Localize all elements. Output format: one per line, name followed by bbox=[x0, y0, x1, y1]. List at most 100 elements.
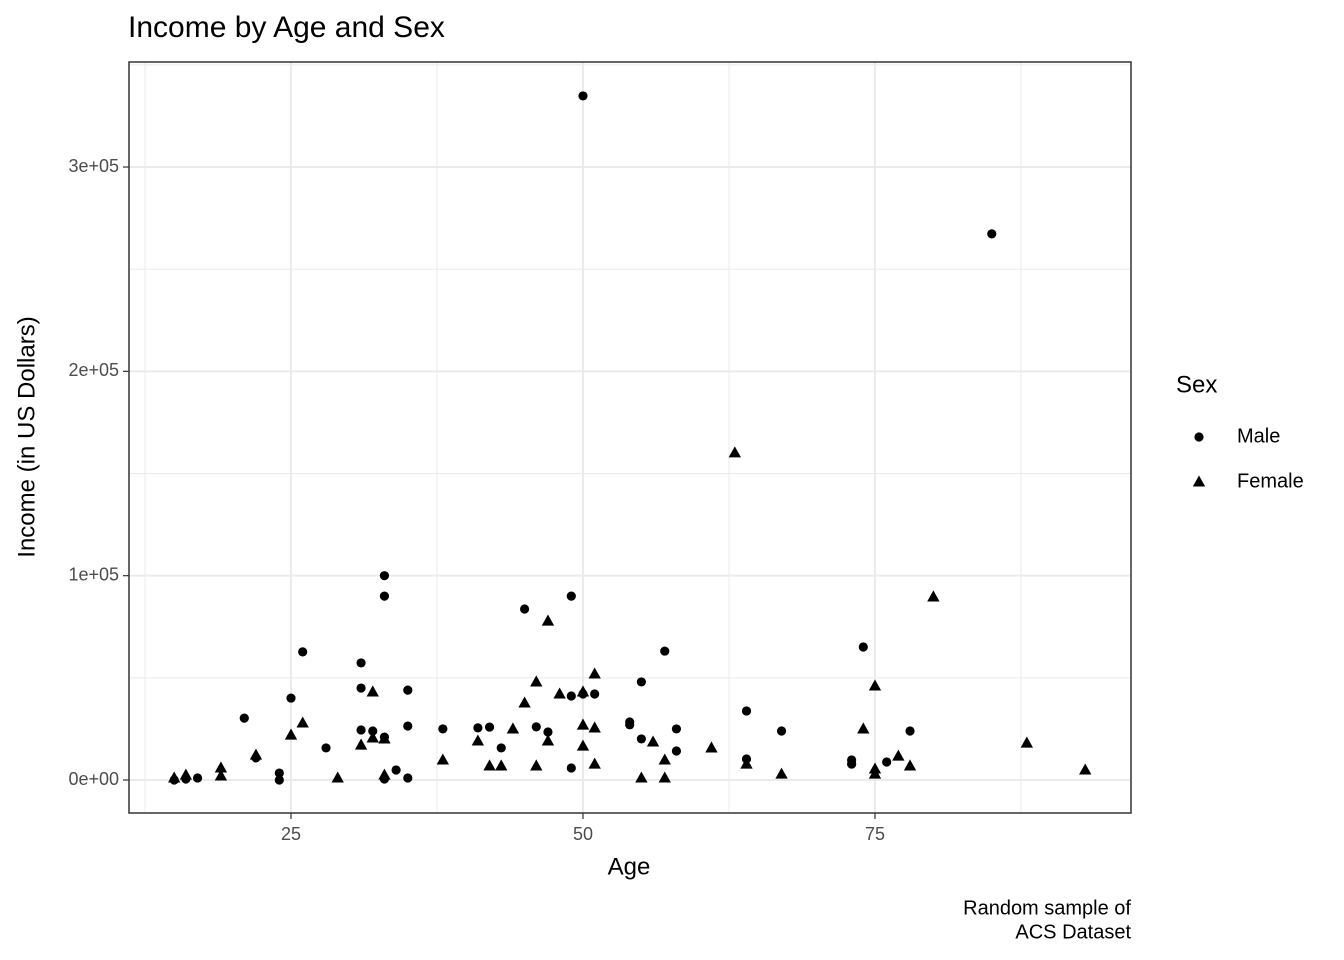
point bbox=[553, 687, 566, 699]
point bbox=[239, 713, 249, 723]
point bbox=[660, 646, 670, 656]
chart-title: Income by Age and Sex bbox=[128, 11, 445, 44]
point bbox=[892, 749, 905, 761]
point bbox=[403, 685, 413, 695]
point bbox=[776, 726, 787, 736]
point bbox=[356, 683, 366, 693]
point bbox=[541, 614, 555, 626]
point bbox=[274, 768, 284, 778]
point bbox=[296, 716, 309, 728]
point bbox=[530, 759, 543, 771]
point bbox=[354, 738, 368, 750]
point bbox=[588, 721, 601, 733]
point bbox=[274, 775, 284, 785]
point bbox=[543, 727, 553, 737]
point bbox=[438, 724, 448, 734]
point bbox=[366, 685, 379, 697]
point bbox=[519, 604, 530, 614]
point bbox=[868, 767, 882, 779]
point bbox=[473, 723, 483, 733]
point bbox=[518, 696, 531, 708]
point bbox=[378, 768, 391, 780]
point bbox=[741, 706, 752, 716]
point bbox=[882, 757, 892, 767]
point bbox=[903, 759, 917, 771]
x-tick-label: 75 bbox=[865, 824, 885, 844]
point bbox=[635, 771, 648, 783]
point bbox=[541, 734, 555, 746]
legend-title: Sex bbox=[1176, 371, 1217, 398]
point bbox=[214, 769, 228, 781]
point bbox=[858, 642, 868, 652]
point bbox=[321, 743, 331, 753]
point bbox=[857, 722, 870, 734]
legend-label: Female bbox=[1237, 470, 1304, 492]
point bbox=[496, 743, 506, 753]
point bbox=[671, 746, 682, 756]
point bbox=[566, 763, 576, 773]
point bbox=[1020, 736, 1033, 748]
point bbox=[847, 759, 857, 769]
point bbox=[483, 759, 496, 771]
point bbox=[249, 748, 263, 760]
point bbox=[868, 679, 882, 691]
point bbox=[566, 591, 576, 601]
point bbox=[356, 658, 366, 668]
legend-key bbox=[1192, 475, 1206, 487]
point bbox=[576, 685, 590, 697]
point bbox=[495, 759, 508, 771]
point bbox=[905, 726, 915, 736]
point bbox=[625, 720, 635, 730]
point bbox=[403, 773, 413, 783]
legend-label: Male bbox=[1237, 425, 1280, 447]
point bbox=[987, 229, 997, 239]
point bbox=[671, 724, 682, 734]
point bbox=[636, 734, 646, 744]
x-axis-title: Age bbox=[608, 853, 651, 880]
point bbox=[588, 667, 601, 679]
caption: Random sample of bbox=[963, 897, 1131, 919]
point bbox=[214, 761, 228, 773]
point bbox=[168, 771, 181, 783]
point bbox=[471, 734, 485, 746]
point bbox=[366, 731, 379, 743]
point bbox=[728, 446, 742, 458]
y-tick-label: 3e+05 bbox=[68, 156, 119, 176]
point bbox=[368, 726, 378, 736]
y-tick-label: 0e+00 bbox=[68, 769, 119, 789]
point bbox=[403, 721, 413, 731]
point bbox=[284, 728, 298, 740]
point bbox=[436, 753, 450, 765]
caption: ACS Dataset bbox=[1015, 921, 1131, 943]
point bbox=[378, 732, 391, 744]
point bbox=[658, 753, 671, 765]
point bbox=[379, 591, 390, 601]
point bbox=[356, 725, 366, 735]
point bbox=[506, 722, 520, 734]
point bbox=[705, 741, 718, 753]
point bbox=[192, 773, 203, 783]
point bbox=[531, 722, 541, 732]
x-tick-label: 50 bbox=[573, 824, 593, 844]
point bbox=[576, 739, 590, 751]
point bbox=[391, 765, 401, 775]
legend-key bbox=[1194, 432, 1204, 442]
panel-border bbox=[128, 61, 1132, 814]
point bbox=[588, 757, 601, 769]
y-tick-label: 1e+05 bbox=[68, 564, 119, 584]
point bbox=[658, 771, 671, 783]
point bbox=[566, 691, 576, 701]
y-tick-label: 2e+05 bbox=[68, 360, 119, 380]
point bbox=[286, 693, 296, 703]
point bbox=[740, 757, 753, 769]
point bbox=[646, 735, 660, 747]
point bbox=[298, 647, 308, 657]
point bbox=[775, 767, 788, 779]
point bbox=[590, 689, 600, 699]
point bbox=[1079, 763, 1092, 775]
point bbox=[179, 768, 193, 780]
x-tick-label: 25 bbox=[281, 824, 301, 844]
point bbox=[484, 722, 495, 732]
point bbox=[379, 571, 390, 581]
